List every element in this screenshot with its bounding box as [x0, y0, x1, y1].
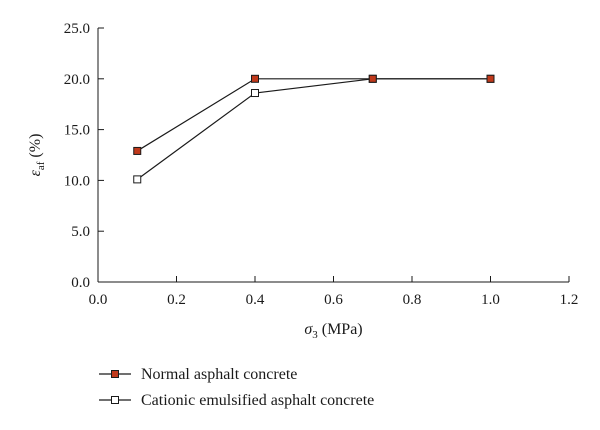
legend-marker	[111, 370, 119, 378]
data-point	[133, 146, 142, 155]
series-2-markers	[133, 74, 495, 184]
y-tick-label: 0.0	[71, 275, 90, 291]
data-point	[368, 74, 377, 83]
legend: Normal asphalt concrete Cationic emulsifi…	[99, 366, 374, 409]
series-2	[136, 78, 491, 180]
data-point	[251, 89, 259, 98]
x-tick-label: 1.2	[560, 292, 579, 308]
data-point	[251, 74, 259, 83]
legend-label: Normal asphalt concrete	[141, 366, 297, 383]
axis-titles: σ3 (MPa) εaf (%)	[27, 134, 363, 341]
series-line	[136, 78, 491, 180]
series-layer	[133, 74, 495, 184]
y-tick-label: 20.0	[64, 72, 90, 88]
data-point	[486, 74, 495, 83]
x-axis-title: σ3 (MPa)	[304, 321, 362, 341]
legend-label: Cationic emulsified asphalt concrete	[141, 392, 374, 409]
x-tick-label: 0.2	[167, 292, 186, 308]
x-tick-label: 0.8	[403, 292, 422, 308]
y-axis-title: εaf (%)	[27, 134, 47, 177]
legend-marker	[111, 396, 119, 404]
y-tick-label: 5.0	[71, 224, 90, 240]
y-axis-title-group: εaf (%)	[27, 134, 47, 177]
ticks	[97, 27, 570, 283]
x-tick-label: 1.0	[481, 292, 500, 308]
legend-item-1: Normal asphalt concrete	[99, 366, 297, 383]
tick-labels: 0.0 5.0 10.0 15.0 20.0 25.0 0.0 0.2 0.4 0.6 0.8 1.0…	[64, 21, 579, 308]
x-tick-label: 0.6	[324, 292, 343, 308]
y-tick-label: 15.0	[64, 123, 90, 139]
axes	[97, 28, 569, 283]
x-tick-label: 0.0	[89, 292, 108, 308]
y-tick-label: 25.0	[64, 21, 90, 37]
series-1-markers	[133, 74, 495, 155]
data-point	[133, 175, 142, 184]
x-tick-label: 0.4	[246, 292, 265, 308]
y-tick-label: 10.0	[64, 173, 90, 189]
legend-item-2: Cationic emulsified asphalt concrete	[99, 392, 374, 409]
